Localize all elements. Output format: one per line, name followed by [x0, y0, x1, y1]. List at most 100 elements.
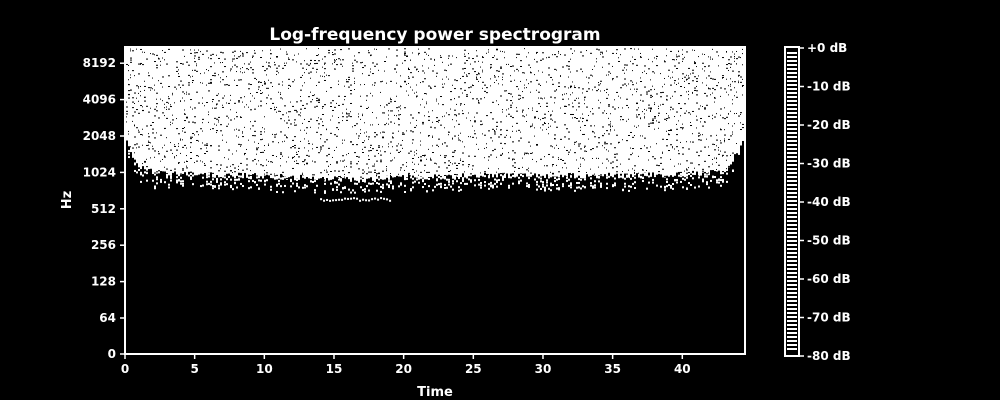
colorbar-stripe [787, 148, 797, 150]
spectrogram-speck [346, 112, 347, 114]
spectrogram-column [298, 48, 300, 180]
spectrogram-speck [308, 155, 310, 157]
spectrogram-speck [338, 176, 340, 178]
spectrogram-fringe [544, 186, 546, 189]
spectrogram-speck [734, 60, 735, 62]
spectrogram-speck [214, 72, 216, 74]
spectrogram-speck [130, 48, 131, 50]
spectrogram-speck [278, 91, 279, 93]
spectrogram-speck [402, 132, 404, 134]
spectrogram-speck [484, 134, 486, 136]
spectrogram-speck [646, 93, 648, 95]
spectrogram-speck [678, 51, 679, 53]
spectrogram-speck [358, 160, 359, 162]
spectrogram-speck [230, 165, 231, 167]
spectrogram-fringe [140, 180, 142, 183]
spectrogram-speck [610, 126, 611, 128]
spectrogram-speck [518, 140, 520, 142]
spectrogram-speck [456, 57, 457, 59]
spectrogram-speck [360, 105, 362, 107]
colorbar-stripe [787, 312, 797, 314]
spectrogram-speck [176, 66, 178, 68]
spectrogram-speck [216, 130, 218, 132]
spectrogram-column [444, 48, 446, 180]
spectrogram-speck [330, 170, 332, 172]
spectrogram-speck [362, 113, 363, 115]
spectrogram-speck [288, 57, 289, 59]
spectrogram-speck [304, 164, 305, 166]
spectrogram-speck [314, 106, 316, 108]
spectrogram-column [340, 48, 342, 182]
spectrogram-speck [730, 56, 732, 58]
spectrogram-fringe [290, 178, 292, 181]
spectrogram-speck [632, 152, 633, 154]
spectrogram-column [648, 48, 650, 173]
spectrogram-speck [712, 58, 713, 60]
spectrogram-speck [492, 118, 494, 120]
spectrogram-fringe [494, 178, 496, 181]
spectrogram-speck [700, 150, 702, 152]
spectrogram-column [228, 48, 230, 174]
spectrogram-speck [426, 93, 427, 95]
spectrogram-fringe [440, 186, 442, 189]
spectrogram-speck [186, 147, 187, 149]
spectrogram-speck [436, 163, 437, 165]
spectrogram-speck [388, 114, 389, 116]
spectrogram-speck [610, 121, 611, 123]
spectrogram-fringe [341, 198, 344, 201]
spectrogram-speck [596, 58, 597, 60]
spectrogram-speck [284, 62, 285, 64]
spectrogram-speck [412, 139, 414, 141]
spectrogram-speck [398, 130, 399, 132]
spectrogram-speck [224, 95, 225, 97]
spectrogram-fringe [216, 178, 218, 181]
spectrogram-speck [652, 85, 653, 87]
spectrogram-column [362, 48, 364, 182]
spectrogram-fringe [484, 181, 486, 184]
spectrogram-speck [698, 155, 700, 157]
spectrogram-speck [514, 79, 515, 81]
spectrogram-speck [194, 107, 196, 109]
spectrogram-speck [364, 122, 365, 124]
spectrogram-speck [580, 68, 582, 70]
spectrogram-speck [238, 143, 240, 145]
spectrogram-speck [586, 76, 587, 78]
spectrogram-fringe [592, 185, 594, 188]
spectrogram-speck [648, 125, 650, 127]
spectrogram-speck [516, 107, 517, 109]
spectrogram-column [234, 48, 236, 179]
spectrogram-speck [652, 120, 654, 122]
spectrogram-speck [714, 116, 716, 118]
spectrogram-column [530, 48, 532, 177]
spectrogram-speck [362, 151, 364, 153]
spectrogram-column [270, 48, 272, 179]
spectrogram-speck [476, 78, 478, 80]
spectrogram-speck [538, 70, 539, 72]
spectrogram-speck [362, 73, 363, 75]
spectrogram-speck [222, 97, 224, 99]
spectrogram-speck [160, 60, 161, 62]
spectrogram-speck [380, 81, 382, 83]
spectrogram-speck [312, 160, 313, 162]
spectrogram-speck [126, 63, 128, 65]
spectrogram-speck [724, 138, 725, 140]
spectrogram-speck [274, 106, 275, 108]
spectrogram-speck [414, 151, 415, 153]
spectrogram-speck [362, 67, 364, 69]
spectrogram-speck [668, 129, 670, 131]
spectrogram-column [172, 48, 174, 173]
spectrogram-speck [150, 107, 151, 109]
spectrogram-speck [318, 127, 319, 129]
spectrogram-speck [614, 147, 616, 149]
spectrogram-speck [248, 69, 249, 71]
spectrogram-speck [536, 144, 538, 146]
spectrogram-speck [514, 152, 516, 154]
spectrogram-speck [708, 88, 710, 90]
spectrogram-speck [348, 76, 350, 78]
spectrogram-speck [426, 53, 427, 55]
spectrogram-speck [280, 111, 281, 113]
spectrogram-speck [302, 172, 303, 174]
spectrogram-speck [578, 167, 579, 169]
spectrogram-speck [134, 75, 135, 77]
spectrogram-speck [538, 117, 539, 119]
